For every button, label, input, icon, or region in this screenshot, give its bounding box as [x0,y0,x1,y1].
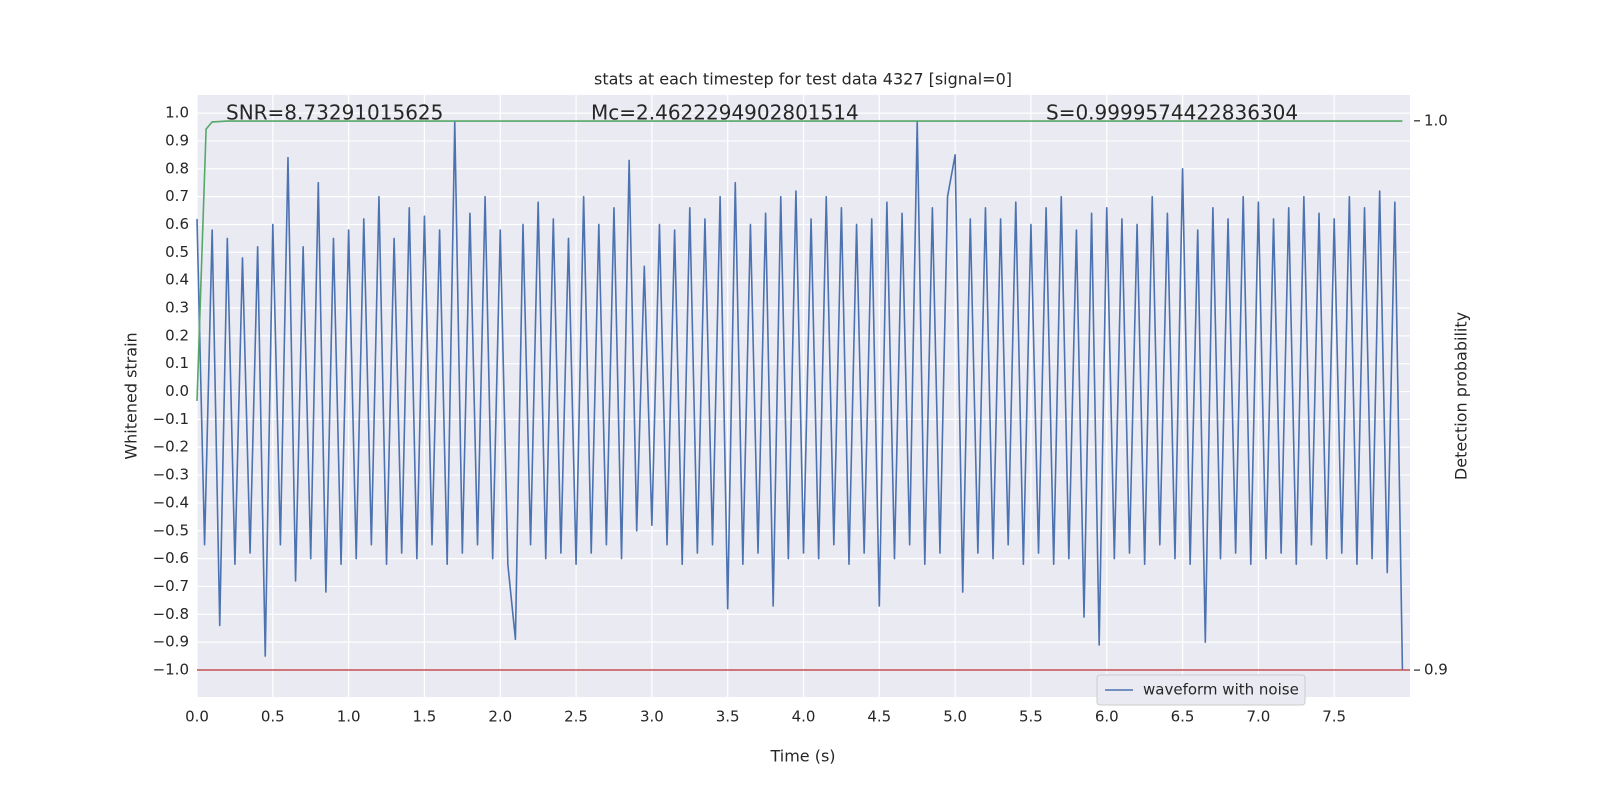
y-tick-label: 0.7 [165,187,189,205]
y-tick-label: −0.6 [153,549,189,567]
legend-box [1096,674,1306,706]
legend-label: waveform with noise [1143,681,1299,699]
y-tick-label: 0.4 [165,271,189,289]
x-tick-label: 2.0 [488,708,512,726]
x-tick-label: 3.0 [640,708,664,726]
y2-tick-label: 1.0 [1424,111,1448,129]
x-tick-label: 6.0 [1095,708,1119,726]
y-tick-label: 0.5 [165,243,189,261]
y-tick-label: 0.3 [165,299,189,317]
x-tick-label: 7.5 [1322,708,1346,726]
series-line [196,120,1403,401]
y-tick-label: 0.9 [165,131,189,149]
x-tick-label: 7.0 [1246,708,1270,726]
y-tick-label: −0.4 [153,493,189,511]
y2-tick-label: 0.9 [1424,661,1448,679]
y-axis-label: Whitened strain [122,332,141,459]
x-tick-label: 1.5 [413,708,437,726]
annotation: Mc=2.4622294902801514 [591,101,859,125]
y-tick-label: −0.3 [153,466,189,484]
x-tick-label: 0.0 [185,708,209,726]
y-tick-label: 0.0 [165,382,189,400]
y-tick-label: 0.1 [165,354,189,372]
y-tick-label: 0.8 [165,159,189,177]
y-tick-label: 0.2 [165,326,189,344]
annotation: S=0.9999574422836304 [1046,101,1298,125]
x-tick-label: 6.5 [1171,708,1195,726]
y-tick-label: 0.6 [165,215,189,233]
x-tick-label: 0.5 [261,708,285,726]
x-tick-label: 2.5 [564,708,588,726]
y-tick-label: −0.5 [153,521,189,539]
x-tick-label: 4.5 [867,708,891,726]
x-tick-label: 3.5 [716,708,740,726]
annotation: SNR=8.73291015625 [226,101,443,125]
y-tick-label: −0.7 [153,577,189,595]
y-tick-label: −0.1 [153,410,189,428]
y-tick-label: −0.8 [153,605,189,623]
y-tick-label: 1.0 [165,104,189,122]
y-tick-label: −0.2 [153,438,189,456]
chart-title: stats at each timestep for test data 432… [594,70,1012,89]
series-line [196,120,1404,671]
y-tick-label: −0.9 [153,633,189,651]
x-tick-label: 4.0 [792,708,816,726]
x-axis-label: Time (s) [769,747,835,766]
x-tick-label: 1.0 [337,708,361,726]
x-tick-label: 5.5 [1019,708,1043,726]
x-tick-label: 5.0 [943,708,967,726]
y2-axis-label: Detection probability [1452,312,1471,480]
y-tick-label: −1.0 [153,660,189,678]
